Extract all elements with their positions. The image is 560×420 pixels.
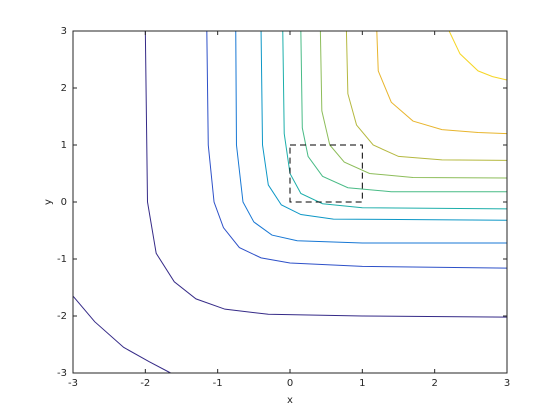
y-tick-label: 2: [61, 83, 67, 94]
x-tick-label: -2: [140, 378, 150, 389]
y-tick-label: 3: [61, 26, 67, 37]
y-tick-label: -1: [57, 254, 67, 265]
x-axis-label: x: [287, 395, 293, 406]
contour-line: [260, 30, 508, 221]
y-axis-label: y: [43, 199, 54, 205]
contour-line: [144, 30, 508, 318]
contour-line: [345, 30, 508, 161]
contour-line: [235, 30, 507, 244]
y-tick-label: 0: [61, 197, 67, 208]
x-tick-label: 1: [359, 378, 365, 389]
x-tick-label: 3: [504, 378, 510, 389]
x-tick-label: 0: [287, 378, 293, 389]
contour-line: [376, 30, 508, 135]
y-tick-label: -3: [57, 368, 67, 379]
contour-line: [206, 30, 508, 269]
contour-line: [300, 30, 507, 193]
contour-line: [72, 295, 171, 374]
y-tick-label: -2: [57, 311, 67, 322]
contour-line: [282, 30, 508, 210]
contour-line: [448, 30, 508, 81]
contour-line: [319, 30, 508, 179]
y-tick-label: 1: [61, 140, 67, 151]
x-tick-label: 2: [431, 378, 437, 389]
x-tick-label: -1: [213, 378, 223, 389]
x-tick-label: -3: [68, 378, 78, 389]
region-box: [289, 144, 363, 203]
